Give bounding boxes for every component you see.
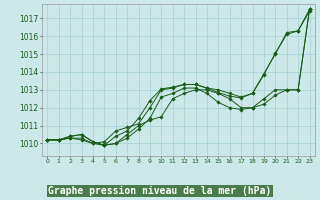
Text: Graphe pression niveau de la mer (hPa): Graphe pression niveau de la mer (hPa) [48,186,272,196]
